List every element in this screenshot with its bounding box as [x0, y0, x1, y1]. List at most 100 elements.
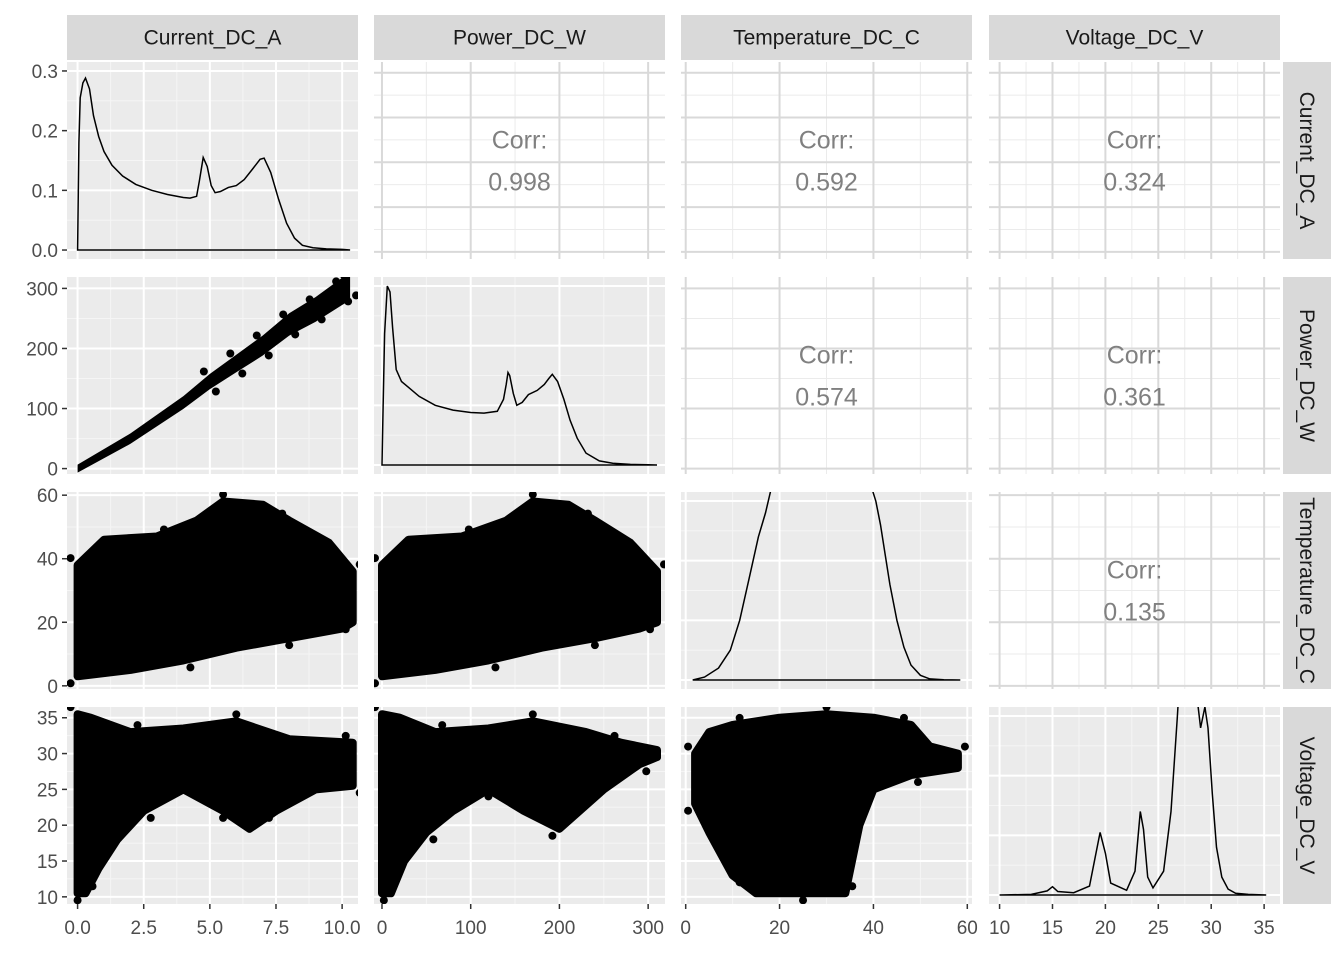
scatter-point — [186, 663, 195, 672]
scatter-point — [626, 545, 635, 554]
scatter-point — [67, 554, 75, 563]
column-strip-4: Voltage_DC_V — [989, 15, 1280, 60]
row-strip-label: Voltage_DC_V — [1295, 737, 1318, 875]
column-strip-label: Current_DC_A — [144, 27, 282, 50]
x-tick-label: 100 — [455, 918, 487, 939]
scatter-point — [404, 542, 413, 551]
column-strip-bg — [989, 15, 1280, 60]
scatter-point — [400, 850, 409, 859]
row-strip-label: Temperature_DC_C — [1295, 497, 1318, 684]
x-tick-label: 60 — [957, 918, 978, 939]
panel-gridlines — [681, 277, 972, 474]
column-strip-label: Temperature_DC_C — [733, 27, 920, 50]
scatter-point — [684, 806, 693, 815]
scatter-point — [599, 778, 608, 787]
scatter-points — [374, 707, 662, 904]
scatter-point — [913, 778, 922, 787]
scatter-point — [705, 735, 714, 744]
correlation-label: Corr: — [799, 127, 855, 155]
scatter-point — [305, 295, 314, 304]
scatter-point — [571, 507, 580, 516]
scatter-point — [100, 542, 109, 551]
scatter-point — [583, 509, 592, 518]
scatter-point — [528, 710, 537, 719]
row-strip-2: Power_DC_W — [1283, 277, 1331, 474]
scatter-point — [745, 882, 754, 891]
scatter-point — [352, 291, 358, 300]
scatter-point — [311, 778, 320, 787]
scatter-point — [159, 525, 168, 534]
scatter-point — [199, 367, 208, 376]
row-strip-1: Current_DC_A — [1283, 62, 1331, 259]
panel-r4-c4: 10 15 20 25 30 35 — [989, 707, 1280, 939]
panel-r4-c2: 0 100 200 300 — [374, 707, 665, 939]
column-strip-bg — [374, 15, 665, 60]
scatter-point — [324, 545, 333, 554]
scatter-point — [869, 778, 878, 787]
row-strip-label: Power_DC_W — [1295, 309, 1318, 442]
scatter-point — [252, 817, 261, 826]
scatter-point — [960, 742, 969, 751]
scatter-point — [340, 277, 348, 280]
scatter-point — [799, 896, 808, 904]
scatter-point — [355, 560, 358, 569]
scatter-point — [374, 679, 379, 688]
density-curve — [381, 285, 658, 466]
column-strip-label: Power_DC_W — [453, 27, 586, 50]
scatter-point — [146, 813, 155, 822]
row-strip-bg — [1283, 492, 1331, 689]
scatter-point — [822, 707, 831, 712]
scatter-points — [374, 492, 665, 688]
x-tick-label: 0.0 — [64, 918, 90, 939]
x-tick-label: 15 — [1042, 918, 1063, 939]
panel-r2-c2 — [374, 277, 665, 474]
panel-gridlines — [374, 277, 665, 474]
scatter-point — [642, 767, 651, 776]
scatter-points — [67, 707, 358, 904]
scatter-cloud — [378, 497, 661, 681]
scatter-point — [291, 330, 300, 339]
scatter-point — [530, 636, 539, 645]
panel-r3-c2 — [374, 492, 665, 689]
scatter-points — [67, 492, 358, 688]
scatter-point — [225, 636, 234, 645]
scatter-point — [379, 896, 388, 904]
scatter-point — [73, 896, 82, 904]
panel-gridlines — [374, 62, 665, 259]
panel-r3-c1: 0 20 40 60 — [37, 486, 358, 698]
correlation-label: Corr: — [1107, 127, 1163, 155]
scatter-point — [238, 369, 247, 378]
row-strip-label: Current_DC_A — [1295, 92, 1318, 230]
correlation-value: 0.574 — [795, 384, 858, 412]
scatter-point — [345, 617, 354, 626]
scatter-point — [646, 746, 655, 755]
correlation-value: 0.361 — [1103, 384, 1166, 412]
correlation-label: Corr: — [492, 127, 548, 155]
scatter-point — [431, 658, 440, 667]
scatter-point — [211, 387, 220, 396]
scatter-point — [219, 492, 228, 499]
y-tick-label: 60 — [37, 486, 58, 507]
y-tick-label: 0.2 — [32, 122, 58, 143]
y-tick-label: 0 — [47, 677, 58, 698]
scatter-point — [464, 525, 473, 534]
scatter-point — [344, 297, 353, 306]
scatter-point — [705, 821, 714, 830]
x-tick-label: 7.5 — [263, 918, 289, 939]
x-tick-label: 0 — [680, 918, 691, 939]
scatter-point — [113, 828, 122, 837]
scatter-point — [374, 554, 379, 563]
scatter-cloud — [691, 710, 962, 898]
scatter-point — [899, 713, 908, 722]
panel-gridlines — [67, 277, 358, 474]
scatter-cloud — [378, 710, 661, 898]
scatter-point — [495, 523, 504, 532]
scatter-point — [684, 742, 693, 751]
x-tick-label: 20 — [1095, 918, 1116, 939]
scatter-point — [653, 752, 662, 761]
x-tick-label: 0 — [377, 918, 388, 939]
correlation-value: 0.998 — [488, 169, 551, 197]
panel-r3-c3 — [681, 492, 972, 689]
y-tick-label: 15 — [37, 852, 58, 873]
